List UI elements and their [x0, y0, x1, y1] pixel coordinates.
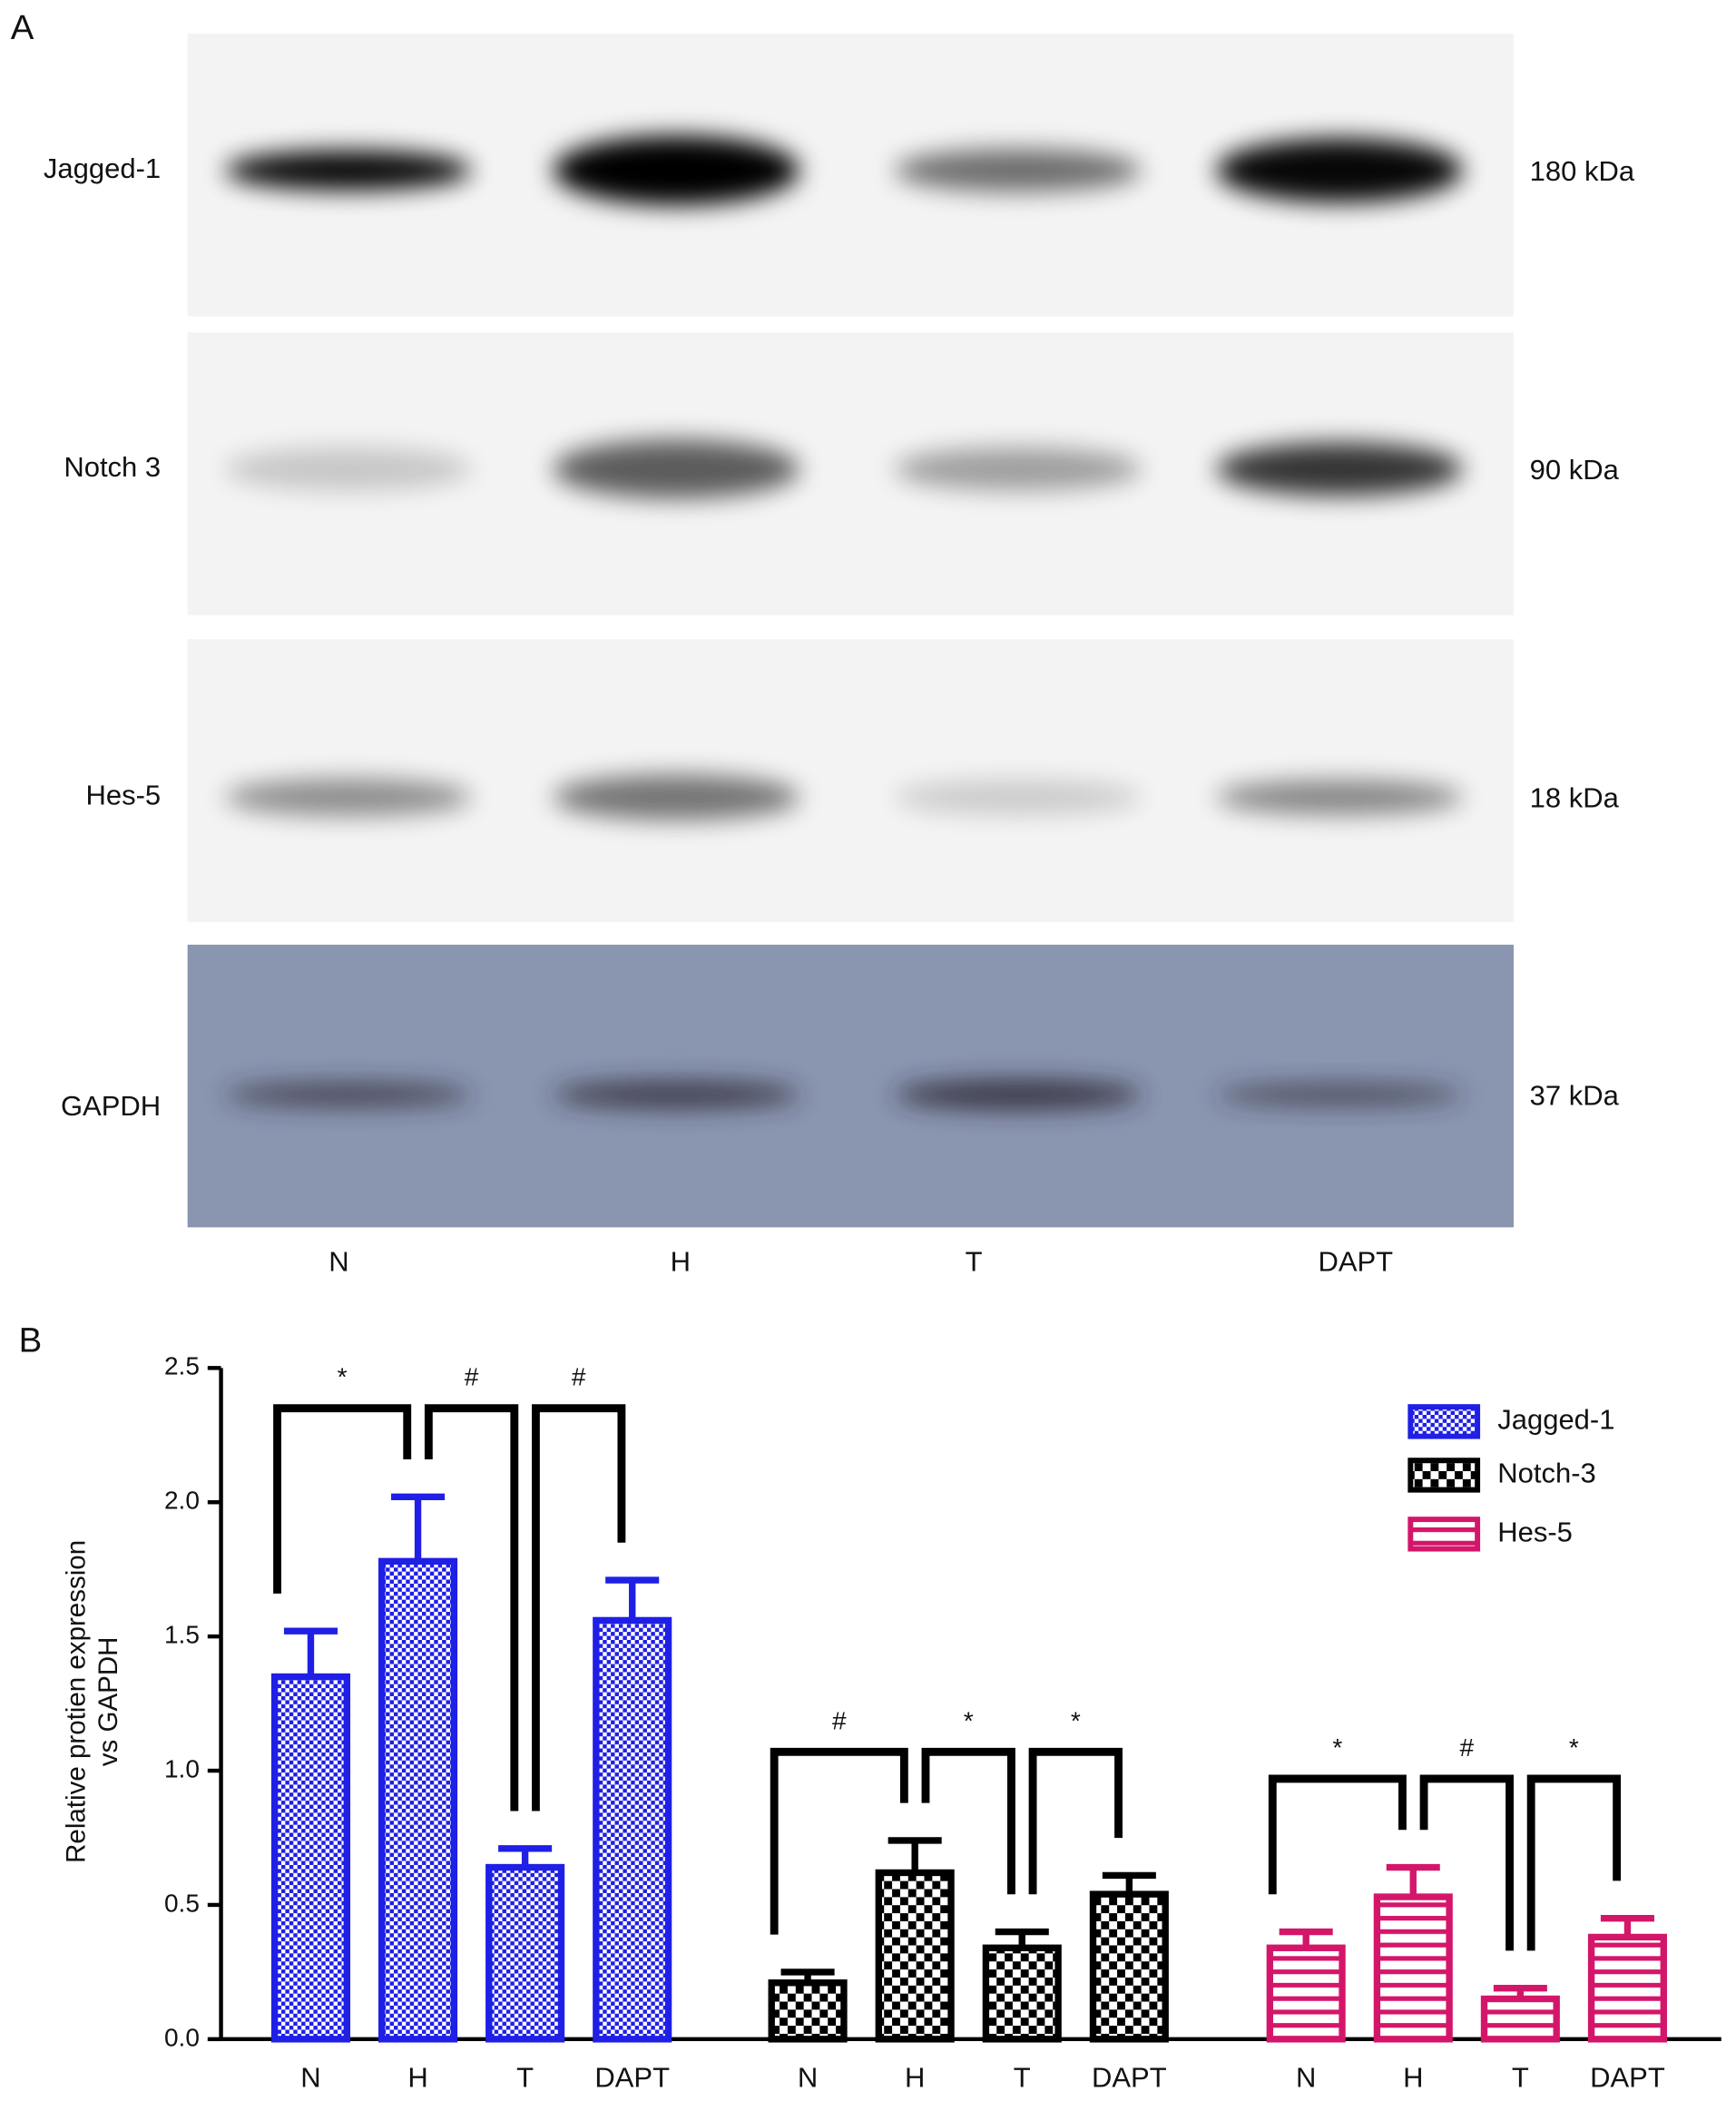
- blot-band: [895, 780, 1142, 815]
- blot-band: [895, 1079, 1142, 1110]
- x-tick-label: H: [905, 2061, 925, 2093]
- significance-mark: #: [832, 1706, 847, 1734]
- blot-band: [1216, 780, 1463, 815]
- bar: [1089, 1890, 1169, 2043]
- lane-label: DAPT: [1318, 1245, 1393, 1277]
- y-axis-label: Relative protien expression vs GAPDH: [61, 1540, 123, 1863]
- blot-band: [553, 1081, 800, 1108]
- error-bar: [391, 1493, 446, 1562]
- y-axis-label-line: Relative protien expression: [61, 1540, 91, 1863]
- size-label: 37 kDa: [1530, 1079, 1620, 1111]
- y-tick-label: 1.0: [164, 1754, 200, 1782]
- bar: [982, 1944, 1062, 2043]
- protein-label: Jagged-1: [44, 152, 161, 184]
- bar: [378, 1557, 458, 2043]
- legend-label: Hes-5: [1497, 1517, 1573, 1548]
- y-axis-label-line: vs GAPDH: [93, 1637, 123, 1767]
- bar: [593, 1616, 672, 2043]
- y-tick-label: 0.0: [164, 2023, 200, 2051]
- blot-band: [553, 439, 800, 499]
- panel-label: A: [11, 8, 34, 47]
- legend-swatch: [1407, 1458, 1481, 1493]
- legend-label: Notch-3: [1497, 1458, 1596, 1489]
- y-tick-label: 1.5: [164, 1621, 200, 1649]
- bar: [768, 1979, 848, 2043]
- size-label: 90 kDa: [1530, 454, 1620, 486]
- x-tick-label: DAPT: [1092, 2061, 1167, 2093]
- significance-bracket: [532, 1404, 626, 1811]
- significance-bracket: [1268, 1774, 1407, 1895]
- x-tick-label: H: [407, 2061, 427, 2093]
- blot-band: [224, 447, 472, 491]
- legend-label: Jagged-1: [1497, 1404, 1614, 1436]
- significance-mark: *: [1071, 1706, 1081, 1734]
- blot-band: [224, 150, 472, 191]
- blot-band: [1216, 442, 1463, 496]
- bar: [485, 1863, 565, 2043]
- blot-band: [224, 778, 472, 817]
- blot-band: [895, 447, 1142, 491]
- protein-label: Hes-5: [85, 780, 161, 811]
- bar: [1266, 1944, 1346, 2043]
- significance-bracket: [1419, 1774, 1514, 1951]
- error-bar: [1386, 1863, 1440, 1898]
- error-bar: [283, 1627, 338, 1677]
- protein-label: Notch 3: [64, 451, 161, 483]
- significance-mark: #: [1460, 1733, 1475, 1762]
- bar: [1587, 1933, 1667, 2043]
- significance-mark: *: [1332, 1733, 1342, 1762]
- x-tick-label: DAPT: [594, 2061, 670, 2093]
- y-tick-label: 2.5: [164, 1352, 200, 1380]
- bar: [1480, 1995, 1560, 2043]
- legend-swatch: [1407, 1517, 1481, 1552]
- significance-mark: *: [338, 1363, 348, 1391]
- blot-band: [1216, 138, 1463, 203]
- significance-mark: #: [572, 1363, 586, 1391]
- significance-bracket: [1526, 1774, 1622, 1951]
- x-tick-label: N: [1296, 2061, 1316, 2093]
- blot-background: [187, 639, 1514, 922]
- blot-band: [553, 135, 800, 206]
- x-tick-label: N: [798, 2061, 818, 2093]
- lane-label: T: [966, 1245, 983, 1277]
- significance-bracket: [770, 1747, 908, 1935]
- significance-bracket: [424, 1404, 519, 1811]
- x-tick-label: T: [1512, 2061, 1529, 2093]
- y-tick-label: 2.0: [164, 1487, 200, 1515]
- y-tick-label: 0.5: [164, 1889, 200, 1917]
- size-label: 18 kDa: [1530, 782, 1620, 814]
- blot-band: [895, 149, 1142, 192]
- x-tick-label: N: [300, 2061, 320, 2093]
- bar: [270, 1673, 350, 2043]
- panel-label: B: [19, 1320, 43, 1360]
- protein-label: GAPDH: [61, 1090, 161, 1122]
- significance-mark: *: [1569, 1733, 1579, 1762]
- x-tick-label: DAPT: [1590, 2061, 1665, 2093]
- blot-band: [553, 774, 800, 820]
- significance-mark: *: [964, 1706, 974, 1734]
- lane-label: N: [329, 1245, 348, 1277]
- x-tick-label: T: [516, 2061, 534, 2093]
- legend-swatch: [1407, 1404, 1481, 1439]
- bar: [1373, 1893, 1453, 2043]
- blot-band: [224, 1082, 472, 1107]
- error-bar: [605, 1576, 660, 1621]
- significance-bracket: [1028, 1747, 1123, 1895]
- x-tick-label: H: [1403, 2061, 1423, 2093]
- blot-band: [1216, 1084, 1463, 1106]
- lane-label: H: [671, 1245, 691, 1277]
- error-bar: [888, 1837, 942, 1873]
- significance-bracket: [921, 1747, 1015, 1895]
- x-tick-label: T: [1014, 2061, 1031, 2093]
- significance-mark: #: [465, 1363, 479, 1391]
- significance-bracket: [273, 1404, 412, 1594]
- bar: [875, 1869, 955, 2043]
- size-label: 180 kDa: [1530, 155, 1635, 187]
